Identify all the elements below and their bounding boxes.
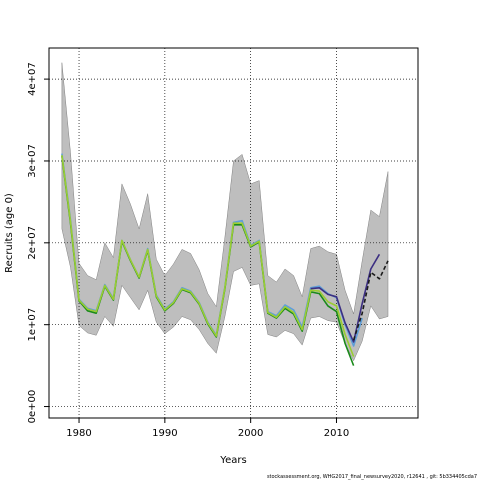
x-tick-label: 1980: [66, 428, 91, 439]
x-tick-label: 1990: [152, 428, 177, 439]
y-tick-label: 0e+00: [27, 390, 38, 424]
y-tick-label: 4e+07: [27, 62, 38, 96]
series-line-dashed: [352, 260, 389, 341]
series-line-purple: [310, 253, 381, 343]
x-axis-title: Years: [219, 455, 246, 466]
y-tick-label: 3e+07: [27, 144, 38, 178]
y-axis-title: Recruits (age 0): [4, 193, 15, 273]
series-line-olive: [61, 155, 355, 357]
x-tick-label: 2000: [238, 428, 263, 439]
plot-frame: [48, 47, 419, 419]
x-tick-label: 2010: [324, 428, 349, 439]
series-layer: [61, 153, 389, 366]
y-tick-label: 2e+07: [27, 226, 38, 260]
y-tick-label: 1e+07: [27, 308, 38, 342]
y-axis: 0e+00 1e+07 2e+07 3e+07 4e+07: [27, 62, 49, 423]
x-axis: 1980 1990 2000 2010: [66, 418, 349, 439]
footer-source-note: stockassessment.org, WHG2017_final_newsu…: [267, 474, 477, 480]
